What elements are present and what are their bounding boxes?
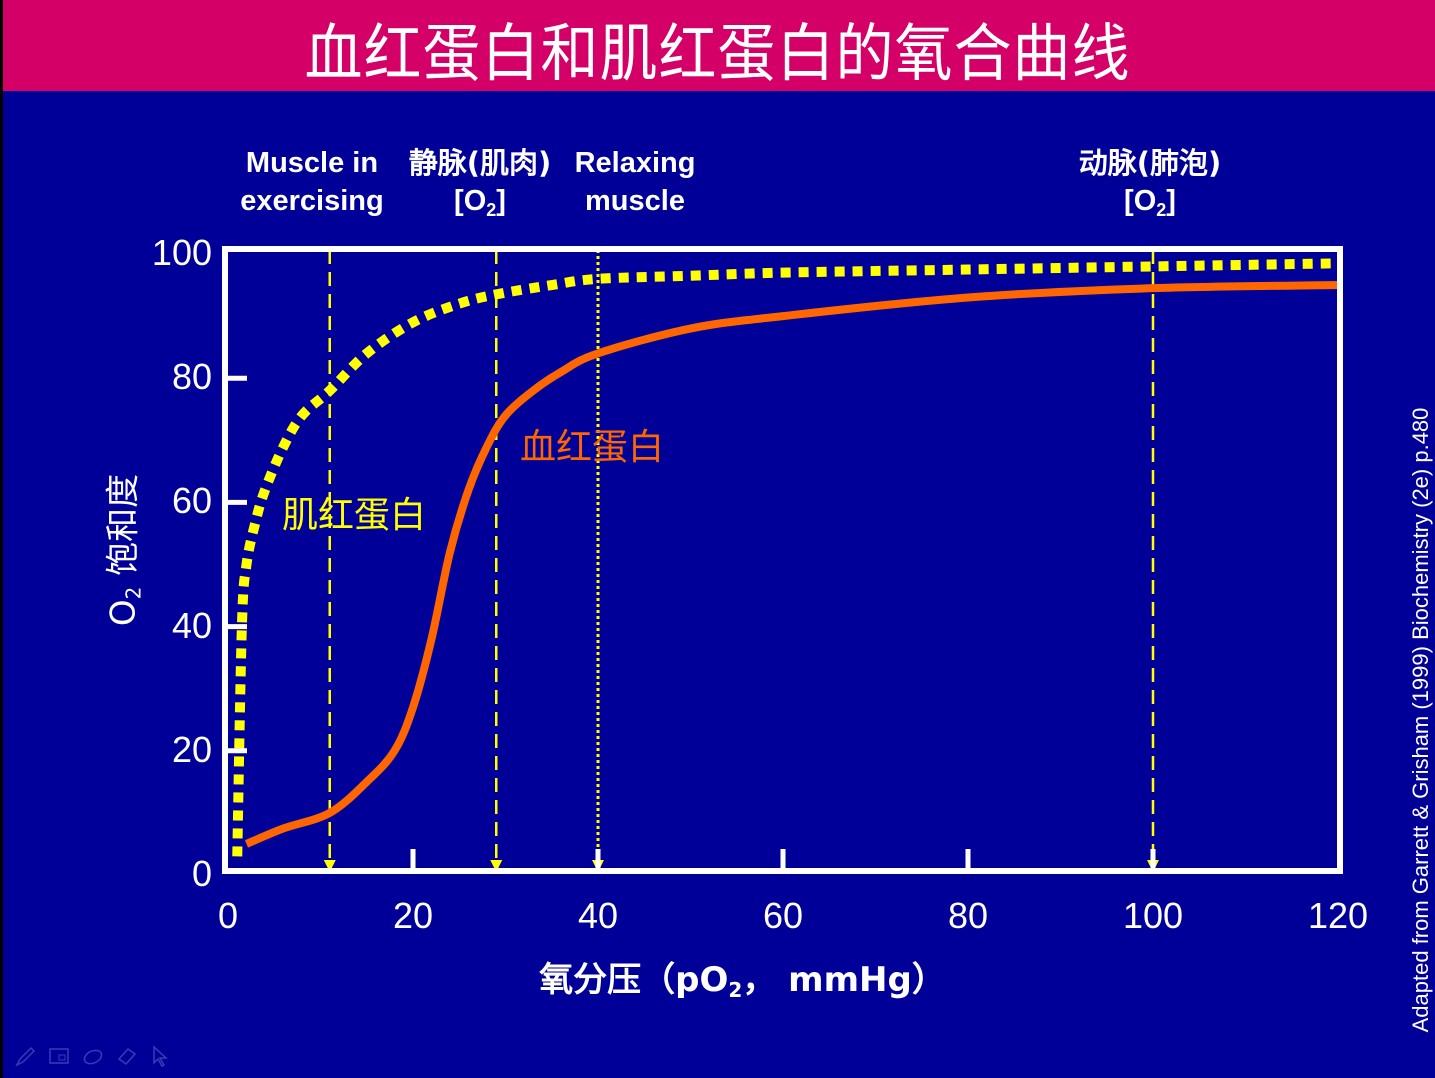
- title-banner: [3, 0, 1435, 91]
- y-tick-label: 20: [171, 728, 212, 770]
- curves: [232, 258, 1339, 857]
- axes-frame: [222, 246, 1343, 874]
- hemoglobin-curve: [244, 281, 1339, 848]
- hemoglobin-label: 血红蛋白: [520, 427, 665, 468]
- y-tick-label: 80: [171, 356, 212, 398]
- annotation-arterial-o2: 动脉(肺泡) [O2]: [1060, 144, 1240, 220]
- myoglobin-curve: [232, 258, 1339, 857]
- x-tick-label: 80: [947, 895, 989, 936]
- y-tick-label: 100: [151, 232, 212, 273]
- x-label-pre: 氧分压（pO: [539, 960, 729, 1000]
- annotation-exercising-muscle: Muscle in exercising: [232, 144, 392, 220]
- eraser-icon[interactable]: [116, 1045, 138, 1067]
- y-label-sub: 2: [121, 586, 146, 600]
- annotation-line1: 动脉(肺泡): [1078, 146, 1222, 180]
- x-tick-label: 100: [1122, 895, 1184, 936]
- bracket-o: [O: [1124, 185, 1157, 217]
- annotation-line1: Muscle in: [245, 147, 379, 179]
- myoglobin-label: 肌红蛋白: [282, 495, 427, 536]
- slide-title: 血红蛋白和肌红蛋白的氧合曲线: [304, 16, 1131, 91]
- annotation-line2: [O2]: [390, 182, 570, 220]
- pointer-arrow-icon[interactable]: [150, 1045, 172, 1067]
- x-tick-label: 0: [217, 895, 239, 936]
- annotation-line2: [O2]: [1060, 182, 1240, 220]
- source-credit: Adapted from Garrett & Grisham (1999) Bi…: [1408, 407, 1433, 1033]
- subscript: 2: [486, 200, 497, 220]
- annotation-line2: muscle: [585, 185, 685, 217]
- slide-left-border: [0, 0, 3, 1078]
- annotation-venous-o2: 静脉(肌肉) [O2]: [390, 144, 570, 220]
- annotation-line1: Relaxing: [574, 147, 696, 179]
- arrow-down-icon: [490, 860, 503, 872]
- y-tick-label: 40: [171, 604, 212, 646]
- x-tick-label: 20: [392, 895, 434, 936]
- subscript: 2: [1156, 200, 1167, 220]
- ink-icon[interactable]: [82, 1045, 104, 1067]
- slide-navigator-icon[interactable]: [48, 1045, 70, 1067]
- bracket-o: [O: [454, 185, 487, 217]
- bracket-close: ]: [496, 185, 506, 217]
- y-tick-label: 0: [191, 853, 212, 894]
- y-label-post: 饱和度: [103, 473, 144, 587]
- y-label-pre: O: [103, 599, 144, 627]
- annotation-line1: 静脉(肌肉): [408, 146, 552, 180]
- arrow-down-icon: [323, 860, 336, 872]
- pen-icon[interactable]: [14, 1045, 36, 1067]
- x-axis-label: 氧分压（pO2， mmHg）: [0, 952, 1435, 1001]
- y-axis-label: O2 饱和度: [96, 473, 146, 627]
- annotation-relaxing-muscle: Relaxing muscle: [565, 144, 705, 220]
- x-tick-label: 120: [1307, 895, 1369, 936]
- x-label-post: ， mmHg）: [742, 960, 946, 1000]
- plot-frame: [222, 246, 1343, 874]
- slideshow-toolbar: [14, 1045, 172, 1067]
- annotation-line2: exercising: [240, 185, 384, 217]
- x-tick-label: 60: [762, 895, 804, 936]
- bracket-close: ]: [1166, 185, 1176, 217]
- x-label-sub: 2: [728, 978, 743, 1002]
- x-tick-label: 40: [577, 895, 619, 936]
- y-tick-label: 60: [171, 480, 212, 522]
